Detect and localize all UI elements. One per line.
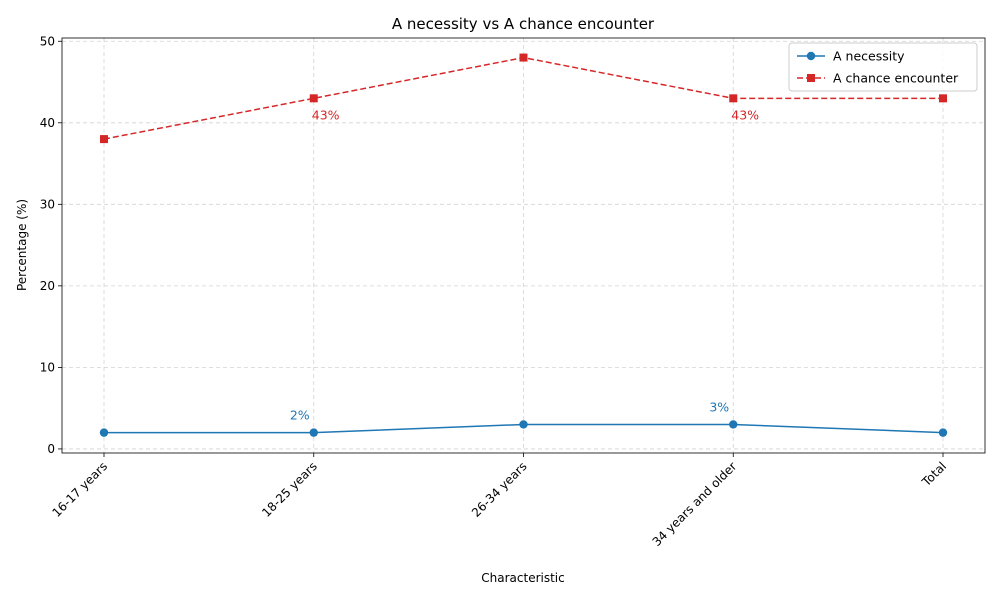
x-axis-label: Characteristic bbox=[481, 571, 564, 585]
data-label: 43% bbox=[731, 107, 759, 122]
y-tick-label: 0 bbox=[47, 442, 55, 456]
data-point-square bbox=[729, 94, 738, 103]
data-label: 3% bbox=[709, 399, 729, 414]
y-tick-label: 10 bbox=[40, 360, 55, 374]
legend-marker-square bbox=[807, 74, 815, 82]
data-point-circle bbox=[938, 428, 948, 437]
y-tick-label: 20 bbox=[40, 279, 55, 293]
legend-label: A chance encounter bbox=[833, 71, 959, 86]
data-point-circle bbox=[519, 420, 528, 429]
y-tick-label: 40 bbox=[40, 116, 55, 130]
series-group bbox=[99, 53, 948, 437]
data-point-square bbox=[100, 135, 108, 144]
y-tick-label: 50 bbox=[40, 34, 55, 48]
data-point-square bbox=[309, 94, 318, 103]
data-point-square bbox=[519, 53, 528, 62]
legend-marker-circle bbox=[806, 51, 816, 61]
data-label: 43% bbox=[312, 107, 340, 122]
y-axis-label: Percentage (%) bbox=[15, 199, 29, 291]
data-labels: 2% 3% 43% 43% bbox=[290, 107, 759, 422]
data-point-circle bbox=[729, 420, 738, 429]
data-point-circle bbox=[99, 428, 109, 437]
legend-label: A necessity bbox=[833, 49, 905, 64]
legend-box bbox=[788, 42, 978, 92]
data-label: 2% bbox=[290, 408, 310, 423]
y-tick-label: 30 bbox=[40, 197, 55, 211]
chart-title: A necessity vs A chance encounter bbox=[392, 15, 655, 33]
data-point-square bbox=[939, 94, 947, 103]
data-point-circle bbox=[309, 428, 318, 437]
grid-lines bbox=[62, 38, 985, 453]
legend: A necessity A chance encounter bbox=[788, 42, 978, 92]
